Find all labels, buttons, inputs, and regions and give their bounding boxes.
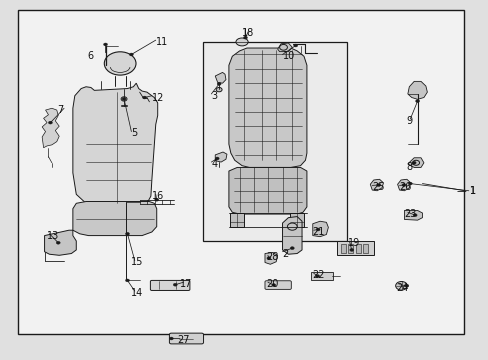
Text: 27: 27 — [177, 334, 189, 345]
Polygon shape — [42, 108, 59, 148]
Circle shape — [125, 279, 129, 282]
Polygon shape — [215, 152, 226, 162]
Circle shape — [316, 228, 320, 231]
Text: 20: 20 — [266, 279, 278, 289]
FancyBboxPatch shape — [169, 333, 203, 344]
Text: 1: 1 — [469, 186, 475, 196]
Ellipse shape — [236, 38, 247, 46]
Text: 7: 7 — [57, 105, 63, 115]
Text: 3: 3 — [211, 91, 217, 101]
Text: 15: 15 — [131, 257, 143, 267]
Text: 26: 26 — [399, 182, 411, 192]
Text: 18: 18 — [242, 28, 254, 38]
Circle shape — [315, 275, 319, 278]
Circle shape — [125, 232, 129, 235]
Text: 2: 2 — [282, 248, 288, 258]
Circle shape — [121, 97, 127, 101]
FancyBboxPatch shape — [150, 280, 189, 291]
Polygon shape — [73, 202, 157, 235]
FancyBboxPatch shape — [311, 272, 332, 280]
Text: 13: 13 — [47, 231, 59, 240]
FancyBboxPatch shape — [355, 244, 360, 253]
Circle shape — [415, 100, 419, 103]
Polygon shape — [73, 83, 158, 203]
Circle shape — [103, 43, 107, 46]
Circle shape — [215, 157, 219, 160]
Text: 8: 8 — [406, 162, 412, 172]
Text: 10: 10 — [282, 51, 294, 61]
Circle shape — [271, 284, 275, 287]
Polygon shape — [277, 43, 292, 51]
Text: 11: 11 — [156, 37, 168, 47]
Polygon shape — [397, 179, 410, 191]
Text: 19: 19 — [347, 238, 359, 248]
Polygon shape — [228, 48, 306, 167]
Polygon shape — [228, 167, 306, 214]
Circle shape — [142, 96, 146, 99]
Text: 5: 5 — [131, 129, 137, 138]
Circle shape — [395, 282, 407, 290]
Text: 23: 23 — [404, 209, 416, 219]
Circle shape — [216, 87, 222, 92]
FancyBboxPatch shape — [203, 42, 346, 241]
FancyBboxPatch shape — [336, 241, 373, 255]
Circle shape — [290, 247, 294, 249]
Text: 24: 24 — [396, 283, 408, 293]
Polygon shape — [407, 158, 423, 167]
Circle shape — [376, 184, 380, 186]
Circle shape — [155, 198, 158, 201]
Polygon shape — [369, 179, 383, 191]
Text: 16: 16 — [152, 191, 164, 201]
FancyBboxPatch shape — [18, 10, 463, 334]
Text: 6: 6 — [87, 51, 93, 61]
Text: 25: 25 — [371, 182, 384, 192]
Circle shape — [173, 283, 177, 286]
Circle shape — [349, 248, 353, 251]
FancyBboxPatch shape — [289, 213, 304, 226]
Circle shape — [412, 214, 416, 217]
Polygon shape — [215, 72, 225, 83]
Text: 21: 21 — [311, 227, 324, 237]
FancyBboxPatch shape — [362, 244, 367, 253]
Text: 14: 14 — [131, 288, 143, 298]
Circle shape — [243, 36, 247, 39]
Text: 28: 28 — [266, 252, 278, 262]
Circle shape — [404, 284, 408, 287]
Text: 22: 22 — [311, 270, 324, 280]
FancyBboxPatch shape — [347, 244, 352, 253]
Polygon shape — [264, 252, 277, 264]
Text: 12: 12 — [152, 93, 164, 103]
Polygon shape — [282, 217, 302, 254]
Polygon shape — [407, 81, 427, 99]
Circle shape — [56, 241, 60, 244]
Circle shape — [293, 44, 297, 47]
FancyBboxPatch shape — [229, 213, 244, 226]
Circle shape — [48, 121, 52, 124]
Circle shape — [129, 53, 133, 56]
Text: — 1: — 1 — [456, 186, 475, 196]
Ellipse shape — [104, 52, 136, 75]
Circle shape — [266, 257, 270, 260]
Circle shape — [122, 98, 126, 100]
Circle shape — [169, 337, 173, 340]
Circle shape — [217, 82, 221, 85]
Circle shape — [401, 184, 405, 186]
Text: 4: 4 — [211, 159, 217, 169]
Text: 9: 9 — [406, 116, 412, 126]
Circle shape — [411, 161, 415, 164]
Polygon shape — [44, 230, 76, 255]
FancyBboxPatch shape — [340, 244, 345, 253]
FancyBboxPatch shape — [264, 281, 291, 289]
Polygon shape — [312, 221, 328, 237]
Circle shape — [407, 182, 411, 185]
Text: 17: 17 — [180, 279, 192, 289]
Polygon shape — [404, 211, 422, 220]
